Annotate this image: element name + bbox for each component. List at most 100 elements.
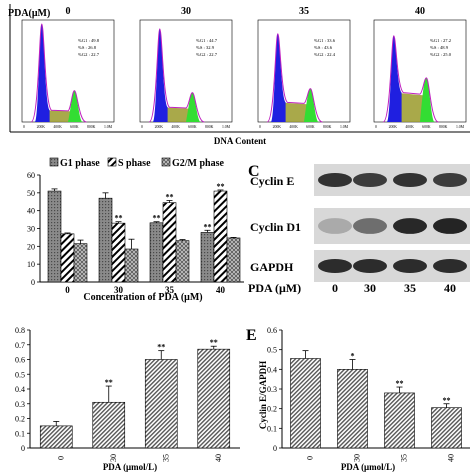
flow-panel-label: 40 [415, 6, 425, 17]
flow-x-tick-label: 0 [259, 125, 261, 129]
panel-c-letter: C [248, 163, 260, 180]
chart-b-significance: ** [217, 182, 225, 191]
blot-band [318, 258, 352, 274]
chart-b-y-tick-label: 30 [27, 225, 35, 234]
flow-g1-peak [270, 33, 286, 122]
chart-b-bar-s-phase [60, 233, 75, 283]
chart-d-y-tick-label: 0.1 [15, 429, 25, 438]
western-blot-panel: C Cyclin E Cyclin D1 GAPDH PDA (μM) 0 30 35 4… [248, 163, 470, 295]
legend-label-g1: G1 phase [60, 158, 100, 169]
chart-d-significance: ** [105, 378, 113, 387]
flow-stat-g1: %G1 : 44.7 [196, 38, 218, 43]
chart-e-bar [290, 358, 321, 449]
chart-e-x-axis-label: PDA (μmol/L) [341, 462, 395, 472]
flow-s-phase-fill [394, 92, 426, 122]
blot-band [393, 218, 427, 234]
cyclin-e-bar-chart: E Cyclin E/GAPDH 0 0.1 0.2 0.3 0.4 0.5 0.6 0 * 30… [246, 326, 470, 472]
legend-swatch-s [107, 157, 117, 167]
chart-e-x-tick-label: 35 [400, 454, 409, 462]
blot-band [393, 172, 427, 188]
blot-row-label: Cyclin E [250, 174, 294, 188]
chart-b-bar-s-phase [213, 190, 228, 283]
flow-x-tick-label: 1.0M [222, 125, 231, 129]
chart-d-x-tick-label: 40 [214, 454, 223, 462]
chart-d-bar [197, 348, 231, 449]
flow-histogram-0: 0 %G1 : 49.8 %S : 26.8 %G2 : 22.7 0 200K 400K 6… [21, 6, 115, 129]
chart-e-y-tick-label: 0.4 [267, 365, 277, 374]
flow-stat-s: %S : 48.9 [430, 45, 449, 50]
panel-e-letter: E [246, 327, 257, 344]
chart-d-y-tick-label: 0.6 [15, 356, 25, 365]
chart-e-bar [384, 392, 415, 449]
flow-panel-label: 30 [181, 6, 191, 17]
chart-b-y-tick-label: 20 [27, 242, 35, 251]
chart-e-x-tick-label: 0 [306, 456, 315, 460]
chart-e-y-axis-label: Cyclin E/GAPDH [258, 361, 268, 429]
blot-band [353, 218, 387, 234]
flow-x-tick-label: 400K [53, 125, 62, 129]
flow-g1-peak [386, 35, 402, 123]
chart-d-bar [144, 359, 178, 449]
chart-b-significance: ** [204, 222, 212, 231]
flow-panel-label: 0 [66, 6, 71, 17]
blot-band [433, 218, 467, 234]
flow-x-tick-label: 200K [37, 125, 46, 129]
flow-stat-g1: %G1 : 27.2 [430, 38, 452, 43]
chart-e-y-tick-label: 0.6 [267, 326, 277, 335]
blot-band [353, 172, 387, 188]
flow-stat-s: %S : 43.6 [314, 45, 333, 50]
blot-band [433, 258, 467, 274]
chart-e-y-tick-label: 0 [273, 444, 277, 453]
chart-b-bar-g1-phase [149, 222, 164, 283]
legend-swatch-g1 [49, 157, 59, 167]
cell-cycle-bar-chart: G1 phase S phase G2/M phase 0 10 20 30 40 50 6… [27, 157, 244, 303]
chart-b-y-tick-label: 60 [27, 171, 35, 180]
chart-e-y-tick-label: 0.1 [267, 424, 277, 433]
flow-stat-g2: %G2 : 22.4 [314, 52, 336, 57]
flow-histogram-35: 35 %G1 : 33.6 %S : 43.6 %G2 : 22.4 0 200K 400K… [257, 6, 351, 129]
flow-x-tick-label: 600K [188, 125, 197, 129]
chart-b-bar-g1-phase [47, 190, 62, 283]
chart-b-x-axis-label: Concentration of PDA (μM) [83, 292, 202, 303]
blot-row-label: GAPDH [250, 260, 294, 274]
chart-b-bar-g1-phase [98, 197, 113, 283]
flow-plot-frame [139, 19, 233, 123]
chart-b-y-tick-label: 50 [27, 189, 35, 198]
flow-x-axis-label: DNA Content [214, 136, 266, 146]
chart-b-bar-s-phase [111, 222, 126, 283]
flow-histogram-40: 40 %G1 : 27.2 %S : 48.9 %G2 : 25.0 0 200K 400K… [373, 6, 467, 129]
flow-panel-label: 35 [299, 6, 309, 17]
flow-y-axis-label: PDA(μM) [8, 8, 50, 19]
chart-e-y-tick-label: 0.5 [267, 346, 277, 355]
flow-g2-peak [420, 77, 435, 122]
chart-e-significance: ** [396, 379, 404, 388]
chart-b-significance: ** [166, 193, 174, 202]
flow-x-tick-label: 600K [306, 125, 315, 129]
flow-cytometry-panel: PDA(μM) DNA Content 0 %G1 : 49.8 %S : 26.8… [8, 4, 470, 146]
flow-stat-g2: %G2 : 22.7 [78, 52, 100, 57]
flow-x-tick-label: 400K [289, 125, 298, 129]
blot-lane-label: 30 [364, 281, 376, 295]
flow-plot-frame [21, 19, 115, 123]
chart-d-x-tick-label: 0 [56, 456, 65, 460]
blot-row-cyclin-e: Cyclin E [250, 164, 470, 196]
chart-d-y-tick-label: 0.7 [15, 341, 25, 350]
flow-x-tick-label: 1.0M [456, 125, 465, 129]
flow-x-tick-label: 800K [205, 125, 214, 129]
legend-label-s: S phase [118, 158, 151, 169]
legend-swatch-g2m [161, 157, 171, 167]
chart-b-bar-g2-m-phase [124, 248, 139, 283]
chart-b-x-tick-label: 30 [114, 285, 124, 295]
chart-b-bar-g2-m-phase [175, 240, 190, 283]
flow-x-tick-label: 200K [273, 125, 282, 129]
flow-g1-peak [34, 24, 50, 122]
flow-outline [148, 28, 205, 123]
chart-e-significance: * [351, 352, 355, 361]
flow-x-tick-label: 200K [155, 125, 164, 129]
chart-e-x-tick-label: 30 [353, 454, 362, 462]
flow-s-phase-fill [160, 107, 192, 122]
chart-d-bar [39, 425, 73, 449]
flow-x-tick-label: 600K [422, 125, 431, 129]
chart-d-y-tick-label: 0.8 [15, 326, 25, 335]
chart-d-x-tick-label: 30 [109, 454, 118, 462]
